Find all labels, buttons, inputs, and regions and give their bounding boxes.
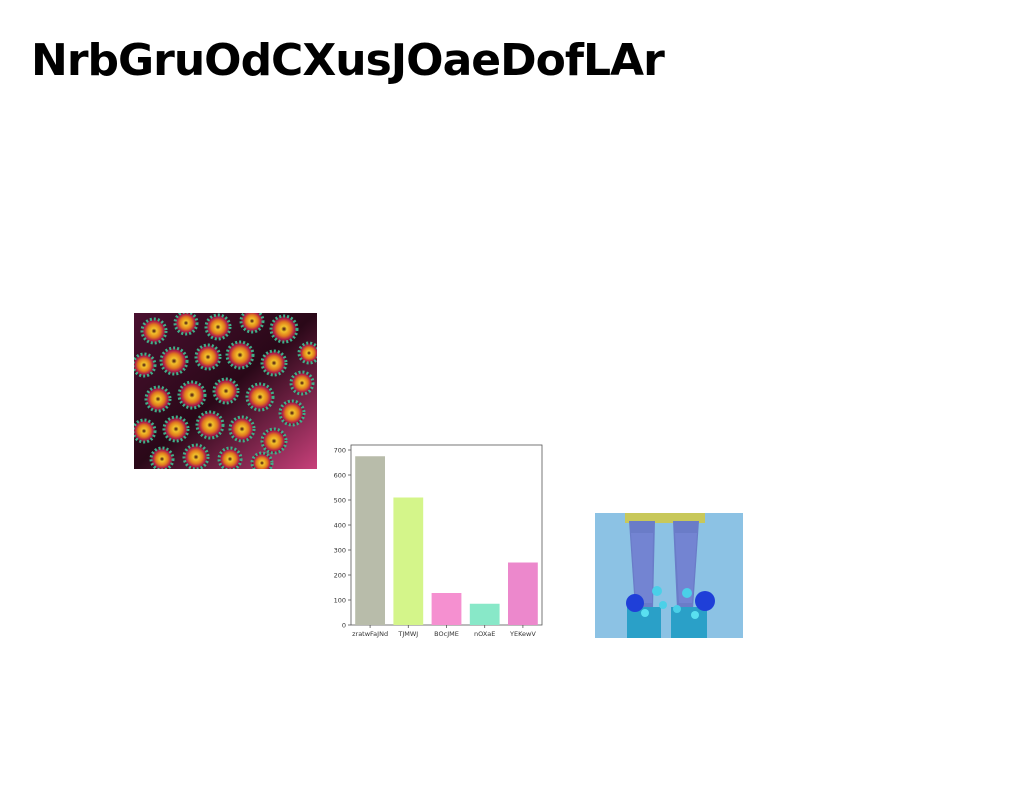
coral-polyp — [260, 349, 288, 377]
y-tick-label: 0 — [342, 622, 346, 630]
coral-polyp — [159, 346, 189, 376]
page-title: NrbGruOdCXusJOaeDofLAr — [31, 35, 665, 86]
bar-nOXaE — [469, 603, 500, 625]
coral-polyp — [204, 313, 232, 341]
coral-polyp — [212, 377, 240, 405]
coral-polyp — [134, 352, 157, 378]
coral-polyp — [182, 443, 210, 469]
y-tick-label: 300 — [334, 547, 346, 555]
bar-chart: 0 100 200 300 400 500 600 700 zratwFaJNd TJMWJ BO… — [334, 444, 543, 638]
coral-polyp — [144, 385, 172, 413]
x-tick-label: BOcJME — [434, 630, 459, 638]
bar-BOcJME — [431, 593, 462, 625]
coral-polyp — [297, 341, 317, 365]
x-tick-label: zratwFaJNd — [352, 630, 388, 638]
x-tick-label: YEKewV — [509, 630, 536, 638]
coral-polyp — [225, 340, 255, 370]
coral-polyp — [239, 313, 265, 334]
x-tick-label: nOXaE — [474, 630, 495, 638]
bar-TJMWJ — [393, 497, 424, 625]
y-tick-label: 100 — [334, 597, 346, 605]
y-tick-label: 400 — [334, 522, 346, 530]
coral-polyp — [194, 343, 222, 371]
coral-polyp — [134, 418, 157, 444]
coral-polyp — [162, 415, 190, 443]
coral-polyp — [260, 427, 288, 455]
bar-YEKewV — [508, 562, 538, 625]
coral-polyp — [228, 415, 256, 443]
coral-polyp — [195, 410, 225, 440]
y-tick-label: 700 — [334, 447, 346, 455]
legs-flowers-image — [595, 513, 743, 638]
y-tick-label: 500 — [334, 497, 346, 505]
coral-polyp — [250, 451, 274, 469]
coral-image — [134, 313, 317, 469]
y-tick-label: 200 — [334, 572, 346, 580]
coral-polyp — [289, 370, 315, 396]
coral-polyp — [278, 399, 306, 427]
coral-polyp — [269, 314, 299, 344]
coral-polyp — [177, 380, 207, 410]
x-tick-label: TJMWJ — [397, 630, 418, 638]
coral-polyp — [173, 313, 199, 336]
coral-polyp — [149, 446, 175, 469]
coral-polyp — [245, 382, 275, 412]
bar-zratwFaJNd — [355, 456, 385, 625]
y-tick-label: 600 — [334, 472, 346, 480]
coral-polyp — [217, 446, 243, 469]
coral-polyp — [140, 317, 168, 345]
